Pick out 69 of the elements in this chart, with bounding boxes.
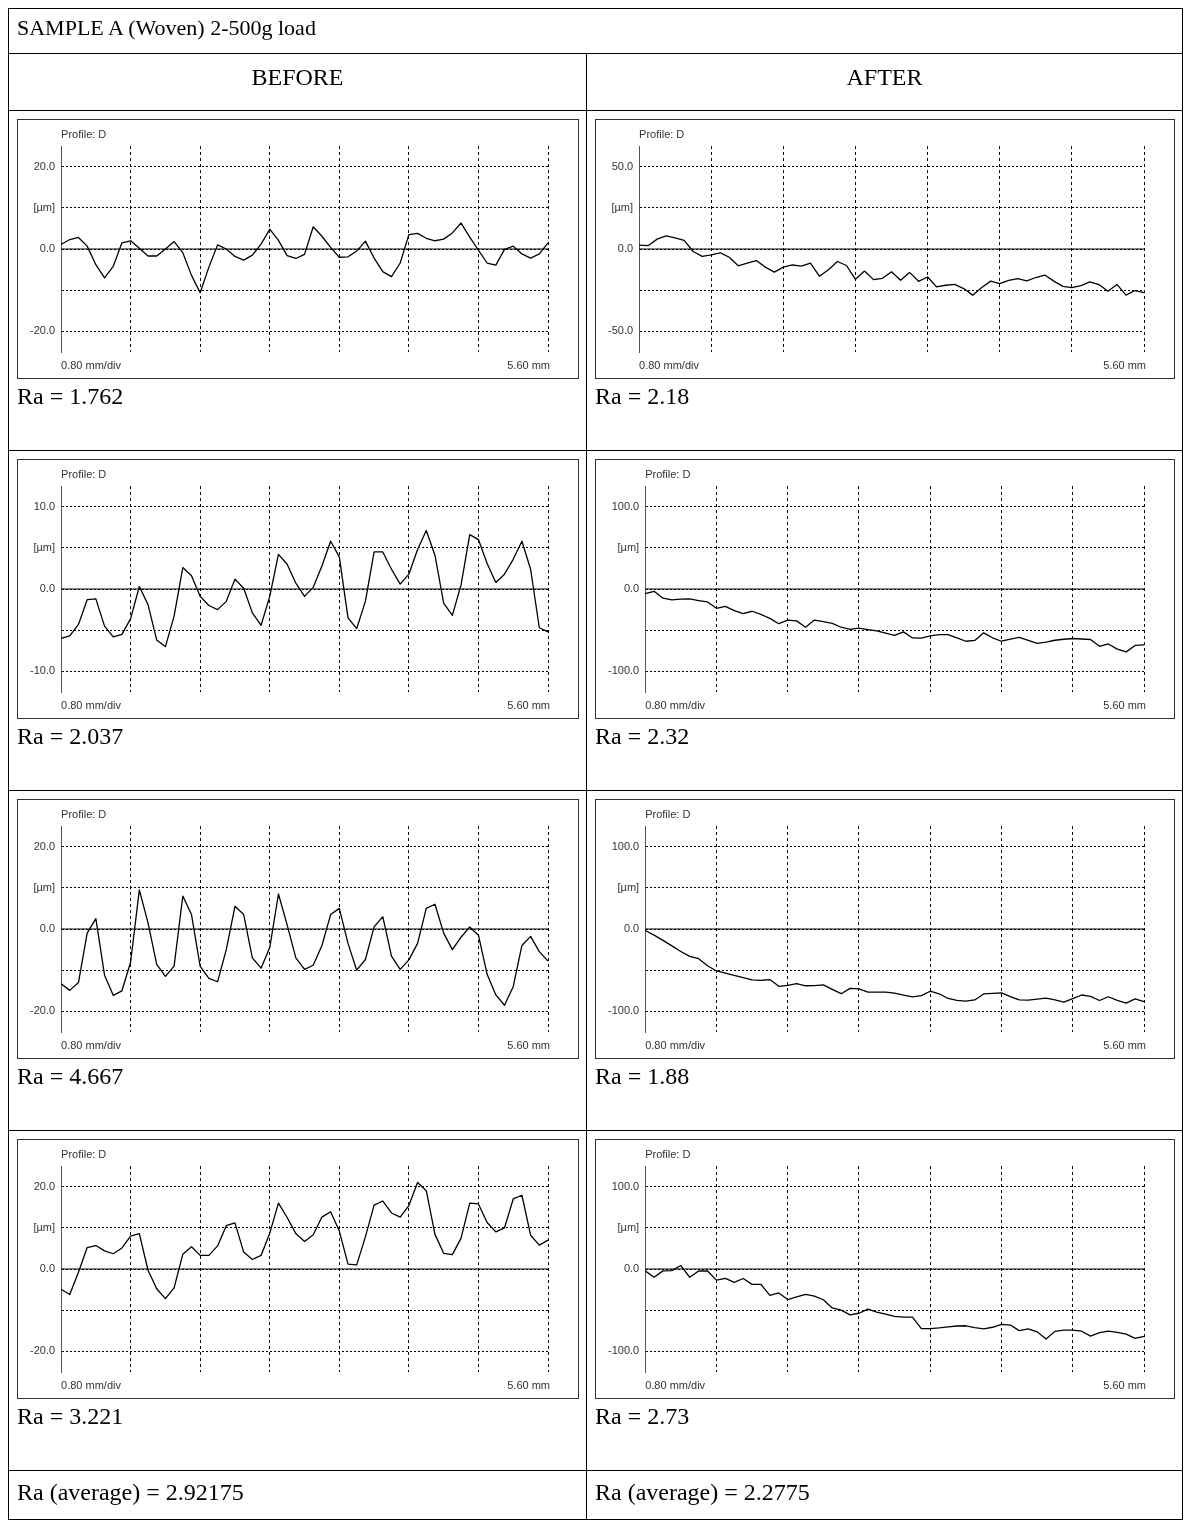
- x-axis-title: 0.80 mm/div: [61, 1378, 122, 1391]
- text: Ra = 2.73: [595, 1403, 691, 1430]
- text: Ra = 2.32: [595, 723, 691, 750]
- text: 5.60 mm: [1103, 698, 1146, 711]
- text: AFTER: [587, 54, 1183, 111]
- text: 5.60 mm: [507, 698, 550, 711]
- y-tick-label: 20.0: [33, 839, 56, 852]
- y-tick-label: 100.0: [611, 1179, 640, 1192]
- y-tick-label: 0.0: [39, 922, 56, 935]
- y-axis-title: [µm]: [617, 540, 640, 553]
- y-tick-label: 0.0: [623, 922, 640, 935]
- y-tick-label: 0.0: [623, 1262, 640, 1275]
- text: Ra = 2.18: [595, 383, 691, 410]
- y-axis-title: [µm]: [33, 540, 56, 553]
- y-tick-label: 100.0: [611, 499, 640, 512]
- y-tick-label: 0.0: [617, 242, 634, 255]
- y-tick-label: -20.0: [29, 1004, 56, 1017]
- text: Ra = 4.667: [17, 1063, 125, 1090]
- y-tick-label: -20.0: [29, 324, 56, 337]
- text: 5.60 mm: [1103, 1038, 1146, 1051]
- chart-title: Profile: D: [61, 807, 107, 820]
- text: BEFORE: [9, 54, 587, 111]
- x-axis-title: 0.80 mm/div: [645, 1038, 706, 1051]
- text: SAMPLE A (Woven) 2-500g load: [9, 9, 1183, 54]
- y-tick-label: -20.0: [29, 1344, 56, 1357]
- y-axis-title: [µm]: [33, 1220, 56, 1233]
- chart-title: Profile: D: [61, 1147, 107, 1160]
- y-axis-title: [µm]: [33, 880, 56, 893]
- chart-title: Profile: D: [61, 467, 107, 480]
- chart-title: Profile: D: [639, 127, 685, 140]
- y-tick-label: 10.0: [33, 499, 56, 512]
- y-tick-label: 20.0: [33, 159, 56, 172]
- text: Ra (average) = 2.2775: [587, 1471, 1183, 1520]
- text: Ra (average) = 2.92175: [9, 1471, 587, 1520]
- y-tick-label: 0.0: [39, 242, 56, 255]
- x-axis-title: 0.80 mm/div: [61, 1038, 122, 1051]
- y-tick-label: 100.0: [611, 839, 640, 852]
- y-tick-label: 20.0: [33, 1179, 56, 1192]
- x-axis-title: 0.80 mm/div: [645, 1378, 706, 1391]
- x-axis-title: 0.80 mm/div: [61, 358, 122, 371]
- y-tick-label: 0.0: [39, 1262, 56, 1275]
- text: Ra = 3.221: [17, 1403, 125, 1430]
- y-tick-label: -100.0: [607, 1344, 640, 1357]
- x-axis-title: 0.80 mm/div: [61, 698, 122, 711]
- y-axis-title: [µm]: [33, 200, 56, 213]
- y-axis-title: [µm]: [611, 200, 634, 213]
- chart-title: Profile: D: [61, 127, 107, 140]
- x-axis-title: 0.80 mm/div: [645, 698, 706, 711]
- text: 5.60 mm: [507, 358, 550, 371]
- text: 5.60 mm: [1103, 358, 1146, 371]
- chart-title: Profile: D: [645, 467, 691, 480]
- chart-title: Profile: D: [645, 807, 691, 820]
- text: Ra = 1.88: [595, 1063, 691, 1090]
- y-tick-label: -100.0: [607, 664, 640, 677]
- text: 5.60 mm: [1103, 1378, 1146, 1391]
- text: Ra = 1.762: [17, 383, 125, 410]
- y-axis-title: [µm]: [617, 880, 640, 893]
- y-tick-label: -10.0: [29, 664, 56, 677]
- text: Ra = 2.037: [17, 723, 125, 750]
- y-tick-label: 50.0: [611, 159, 634, 172]
- y-axis-title: [µm]: [617, 1220, 640, 1233]
- text: 5.60 mm: [507, 1038, 550, 1051]
- y-tick-label: -50.0: [607, 324, 634, 337]
- y-tick-label: -100.0: [607, 1004, 640, 1017]
- chart-title: Profile: D: [645, 1147, 691, 1160]
- y-tick-label: 0.0: [39, 582, 56, 595]
- y-tick-label: 0.0: [623, 582, 640, 595]
- x-axis-title: 0.80 mm/div: [639, 358, 700, 371]
- text: 5.60 mm: [507, 1378, 550, 1391]
